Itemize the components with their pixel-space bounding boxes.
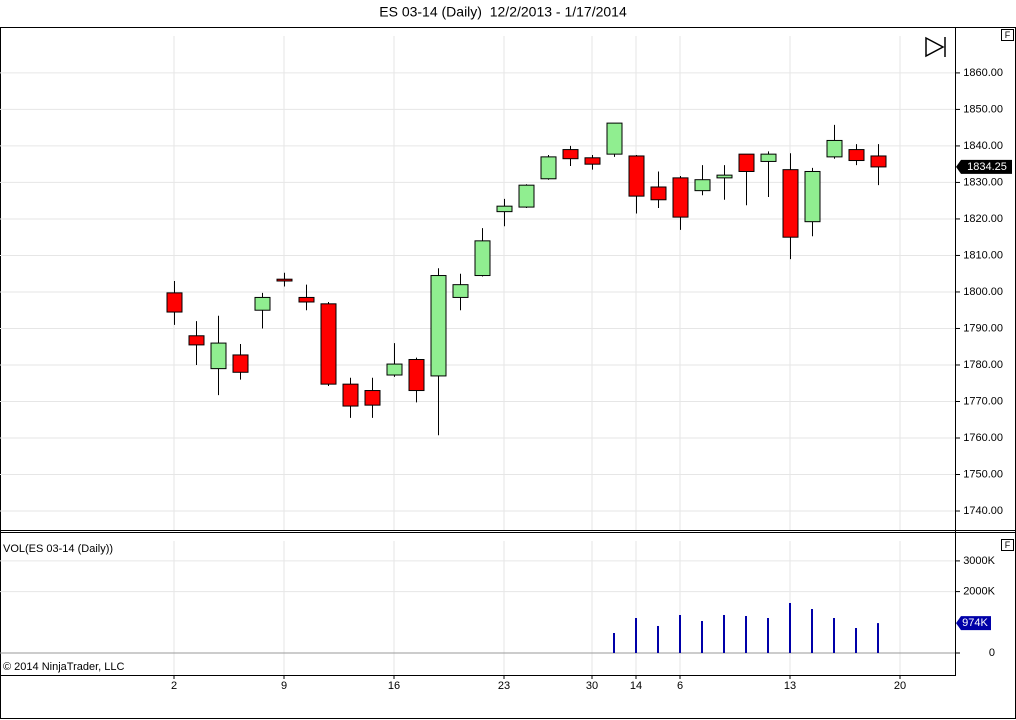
candle-body	[386, 363, 403, 376]
panel-button-label[interactable]: F	[1005, 30, 1011, 40]
y-tick-label: 1810.00	[963, 249, 1003, 261]
y-tick-label: 1770.00	[963, 395, 1003, 407]
volume-bar	[833, 617, 835, 653]
y-tick-label: 1850.00	[963, 103, 1003, 115]
panel-button[interactable]	[1001, 29, 1014, 41]
copyright: © 2014 NinjaTrader, LLC	[3, 661, 124, 673]
last-volume-marker	[956, 616, 991, 631]
y-tick-label: 2000K	[963, 586, 995, 598]
candle-body	[804, 170, 821, 223]
candle-body	[672, 177, 689, 218]
candle-body	[562, 149, 579, 160]
volume-bar	[767, 617, 769, 653]
play-icon[interactable]	[925, 36, 945, 58]
x-tick-label: 16	[388, 680, 400, 692]
candle-body	[430, 275, 447, 377]
candle-body	[232, 354, 249, 373]
panel-button[interactable]	[1001, 539, 1014, 551]
y-tick-label: 1830.00	[963, 176, 1003, 188]
candle-body	[738, 153, 755, 172]
candle-body	[540, 156, 557, 180]
candle-body	[452, 284, 469, 298]
candle-body	[848, 149, 865, 162]
volume-bar	[679, 614, 681, 653]
x-tick-label: 13	[784, 680, 796, 692]
last-price-marker	[956, 159, 1012, 174]
candle-body	[628, 155, 645, 197]
volume-bar	[723, 614, 725, 653]
y-tick-label: 1800.00	[963, 286, 1003, 298]
y-tick-label: 1760.00	[963, 432, 1003, 444]
candle-body	[276, 278, 293, 282]
y-tick-label: 1840.00	[963, 140, 1003, 152]
y-tick-label: 3000K	[963, 555, 995, 567]
x-tick-label: 23	[498, 680, 510, 692]
candle-body	[474, 240, 491, 277]
candle-body	[826, 139, 843, 158]
candle-body	[408, 359, 425, 392]
volume-bar	[613, 633, 615, 653]
volume-bar	[657, 625, 659, 653]
chart-frame	[0, 27, 1016, 719]
x-tick-label: 14	[630, 680, 642, 692]
volume-bar	[789, 602, 791, 653]
x-tick-label: 2	[171, 680, 177, 692]
candle-body	[650, 186, 667, 201]
candle-body	[606, 122, 623, 155]
last-volume-label: 974K	[962, 617, 988, 629]
candle-body	[210, 342, 227, 370]
candle-body	[760, 153, 777, 162]
panel-button-label[interactable]: F	[1005, 540, 1011, 550]
indicator-label: VOL(ES 03-14 (Daily))	[3, 543, 113, 555]
candle-body	[298, 296, 315, 303]
candle-body	[342, 383, 359, 407]
candle-body	[320, 303, 337, 385]
x-tick-label: 30	[586, 680, 598, 692]
y-tick-label: 1740.00	[963, 505, 1003, 517]
x-tick-label: 20	[894, 680, 906, 692]
volume-bar	[811, 609, 813, 653]
last-price-label: 1834.25	[967, 161, 1007, 173]
x-tick-label: 9	[281, 680, 287, 692]
y-tick-label: 1790.00	[963, 322, 1003, 334]
candle-body	[166, 292, 183, 313]
x-tick-label: 6	[677, 680, 683, 692]
candle-body	[188, 335, 205, 346]
volume-bar	[855, 628, 857, 653]
volume-bar	[701, 621, 703, 653]
candle-body	[694, 179, 711, 192]
candle-body	[518, 184, 535, 208]
candle-body	[364, 390, 381, 406]
y-tick-label: 1820.00	[963, 213, 1003, 225]
volume-bar	[745, 616, 747, 653]
candle-body	[716, 174, 733, 179]
volume-bar	[635, 617, 637, 653]
y-tick-label: 1860.00	[963, 67, 1003, 79]
candle-body	[496, 205, 513, 213]
y-tick-label: 0	[989, 647, 995, 659]
y-tick-label: 1780.00	[963, 359, 1003, 371]
candle-body	[584, 157, 601, 165]
candle-body	[254, 296, 271, 311]
y-tick-label: 1750.00	[963, 468, 1003, 480]
scroll-end-button[interactable]	[925, 36, 946, 58]
candle-body	[782, 169, 799, 238]
chart-title: ES 03-14 (Daily) 12/2/2013 - 1/17/2014	[379, 4, 627, 20]
candle-body	[870, 155, 887, 168]
volume-bar	[877, 623, 879, 653]
